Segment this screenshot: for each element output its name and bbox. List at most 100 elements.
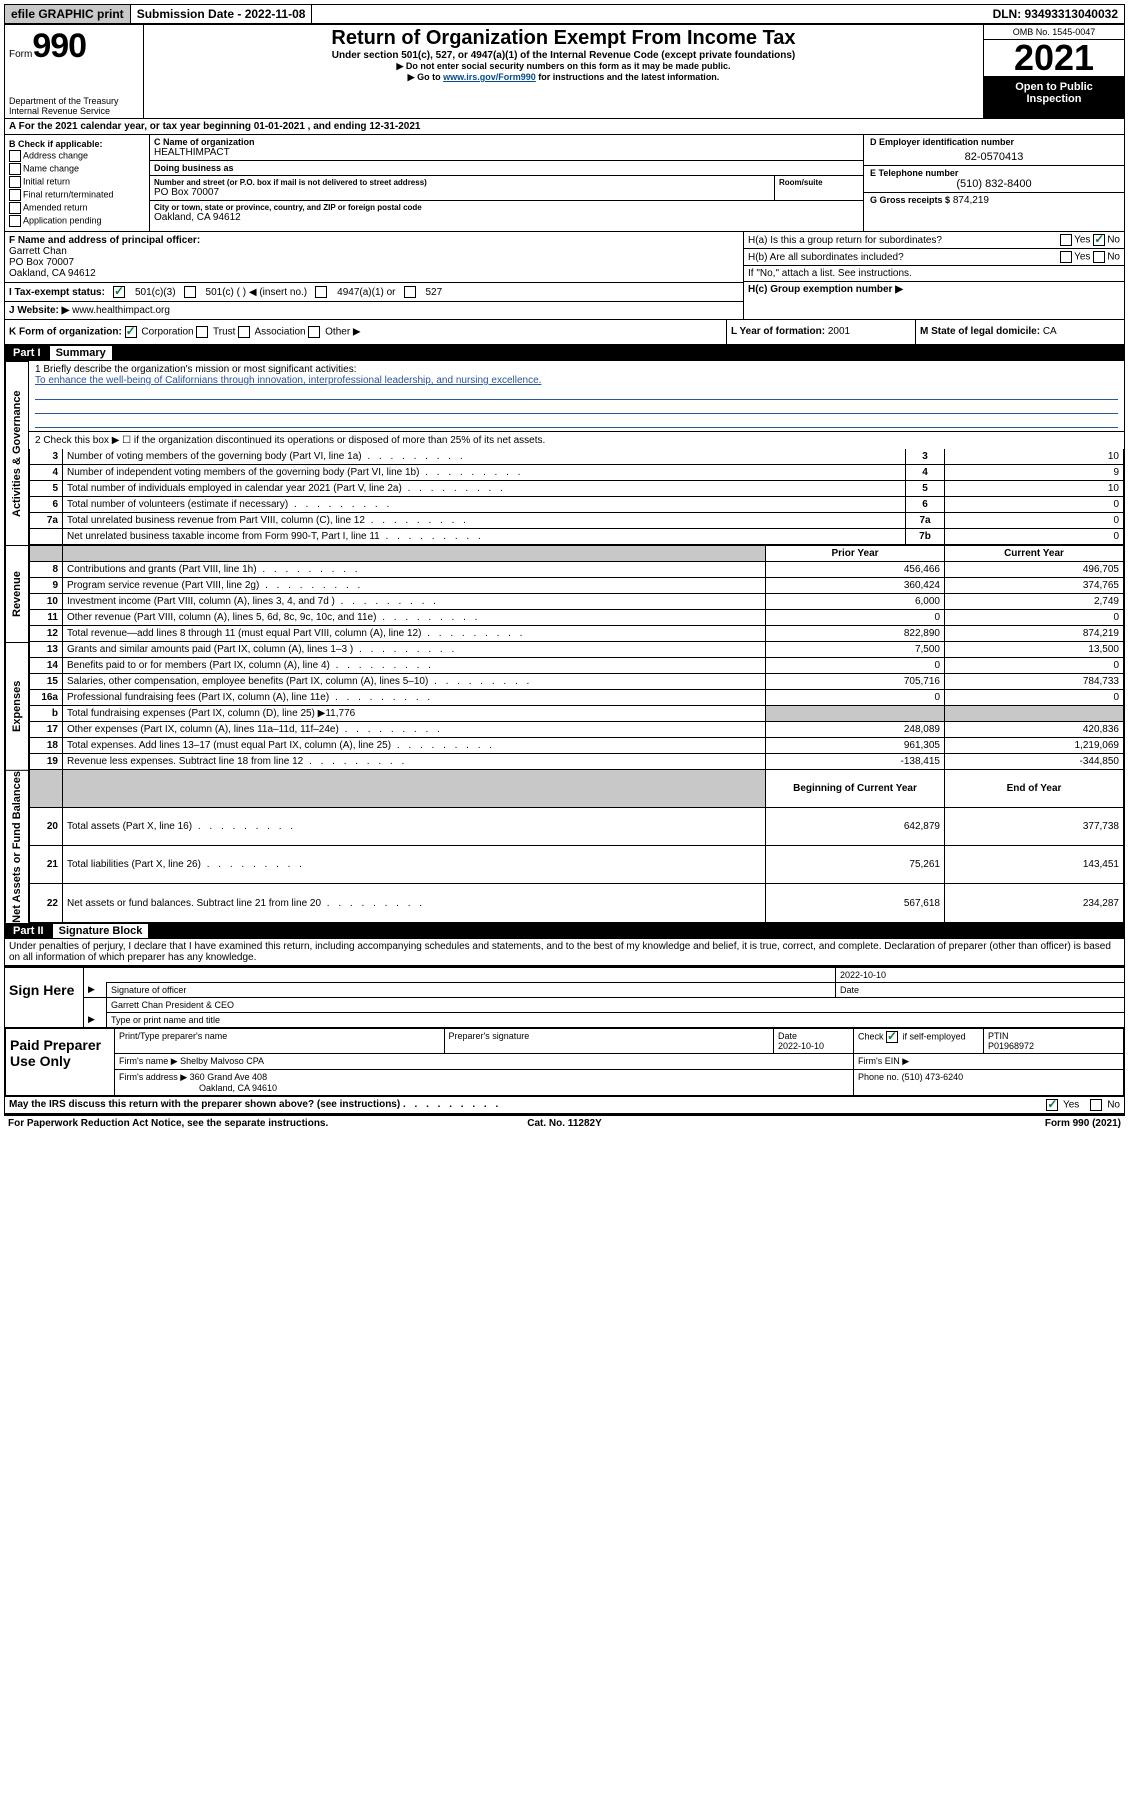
line-desc: Other expenses (Part IX, column (A), lin… <box>63 722 766 738</box>
section-c: C Name of organization HEALTHIMPACT Doin… <box>150 135 864 231</box>
prior-value: -138,415 <box>766 754 945 770</box>
net-assets-section: Net Assets or Fund Balances Beginning of… <box>5 770 1124 923</box>
line-desc: Revenue less expenses. Subtract line 18 … <box>63 754 766 770</box>
checkbox-final-return[interactable] <box>9 189 21 201</box>
prior-value: 642,879 <box>766 807 945 845</box>
checkbox-address-change[interactable] <box>9 150 21 162</box>
section-fhi: F Name and address of principal officer:… <box>5 232 1124 320</box>
current-value: 2,749 <box>945 594 1124 610</box>
signature-block: Sign Here 2022-10-10 ▶ Signature of offi… <box>5 966 1124 1027</box>
addr-value: PO Box 70007 <box>154 187 770 198</box>
box-no: 4 <box>906 465 945 481</box>
line-desc: Net unrelated business taxable income fr… <box>63 529 906 545</box>
table-row: 5Total number of individuals employed in… <box>30 481 1124 497</box>
line-desc: Salaries, other compensation, employee b… <box>63 674 766 690</box>
sec-j-label: J Website: ▶ <box>9 305 69 316</box>
checkbox-hb-no[interactable] <box>1093 251 1105 263</box>
table-row: 15Salaries, other compensation, employee… <box>30 674 1124 690</box>
expenses-section: Expenses 13Grants and similar amounts pa… <box>5 642 1124 770</box>
checkbox-amended[interactable] <box>9 202 21 214</box>
checkbox-initial-return[interactable] <box>9 176 21 188</box>
cb-label: Amended return <box>23 202 88 212</box>
line-no: b <box>30 706 63 722</box>
line-desc: Total expenses. Add lines 13–17 (must eq… <box>63 738 766 754</box>
checkbox-other[interactable] <box>308 326 320 338</box>
gross-value: 874,219 <box>953 195 989 206</box>
irs-link[interactable]: www.irs.gov/Form990 <box>443 72 536 82</box>
pp-check-post: if self-employed <box>903 1031 966 1041</box>
open-public-badge: Open to Public Inspection <box>984 77 1124 118</box>
sec-f-name: Garrett Chan <box>9 246 739 257</box>
line-desc: Contributions and grants (Part VIII, lin… <box>63 562 766 578</box>
checkbox-501c[interactable] <box>184 286 196 298</box>
efile-print-button[interactable]: efile GRAPHIC print <box>5 5 131 23</box>
checkbox-self-employed[interactable] <box>886 1031 898 1043</box>
current-value: 234,287 <box>945 884 1124 922</box>
prior-value: 567,618 <box>766 884 945 922</box>
line-desc: Total fundraising expenses (Part IX, col… <box>63 706 766 722</box>
section-d: D Employer identification number 82-0570… <box>864 135 1124 231</box>
table-row: 19Revenue less expenses. Subtract line 1… <box>30 754 1124 770</box>
checkbox-corp[interactable] <box>125 326 137 338</box>
q1-label: 1 Briefly describe the organization's mi… <box>35 364 1118 375</box>
line-desc: Total revenue—add lines 8 through 11 (mu… <box>63 626 766 642</box>
pp-date: 2022-10-10 <box>778 1041 824 1051</box>
prior-value <box>766 706 945 722</box>
line-no: 13 <box>30 642 63 658</box>
yes-label: Yes <box>1063 1099 1079 1110</box>
paperwork-notice: For Paperwork Reduction Act Notice, see … <box>8 1118 379 1129</box>
no-label: No <box>1107 235 1120 246</box>
checkbox-discuss-no[interactable] <box>1090 1099 1102 1111</box>
city-label: City or town, state or province, country… <box>154 203 859 212</box>
checkbox-501c3[interactable] <box>113 286 125 298</box>
gross-label: G Gross receipts $ <box>870 195 950 205</box>
no-label: No <box>1107 1099 1120 1110</box>
line-desc: Total number of individuals employed in … <box>63 481 906 497</box>
checkbox-assoc[interactable] <box>238 326 250 338</box>
top-toolbar: efile GRAPHIC print Submission Date - 20… <box>4 4 1125 24</box>
checkbox-4947[interactable] <box>315 286 327 298</box>
cb-label: Initial return <box>23 176 70 186</box>
checkbox-name-change[interactable] <box>9 163 21 175</box>
pp-firm-name: Shelby Malvoso CPA <box>180 1056 264 1066</box>
sec-b-header: B Check if applicable: <box>9 139 145 149</box>
table-row: Net unrelated business taxable income fr… <box>30 529 1124 545</box>
city-value: Oakland, CA 94612 <box>154 212 859 223</box>
table-row: 12Total revenue—add lines 8 through 11 (… <box>30 626 1124 642</box>
current-value: 377,738 <box>945 807 1124 845</box>
q2-text: 2 Check this box ▶ ☐ if the organization… <box>29 432 1124 449</box>
sub3-pre: ▶ Go to <box>408 72 443 82</box>
checkbox-hb-yes[interactable] <box>1060 251 1072 263</box>
checkbox-ha-no[interactable] <box>1093 234 1105 246</box>
stub-expenses: Expenses <box>5 642 29 770</box>
checkbox-ha-yes[interactable] <box>1060 234 1072 246</box>
dln-label: DLN: 93493313040032 <box>987 5 1124 23</box>
checkbox-trust[interactable] <box>196 326 208 338</box>
line-value: 10 <box>945 449 1124 465</box>
form-subtitle-2: ▶ Do not enter social security numbers o… <box>148 61 979 72</box>
opt-label: 501(c)(3) <box>135 287 176 298</box>
prior-value: 822,890 <box>766 626 945 642</box>
part2-header: Part II Signature Block <box>5 923 1124 939</box>
current-value: 1,219,069 <box>945 738 1124 754</box>
prior-value: 705,716 <box>766 674 945 690</box>
line-no: 7a <box>30 513 63 529</box>
col-current: Current Year <box>945 546 1124 562</box>
current-value: 143,451 <box>945 846 1124 884</box>
line-no <box>30 529 63 545</box>
line-value: 9 <box>945 465 1124 481</box>
paid-preparer-label: Paid Preparer Use Only <box>6 1029 114 1095</box>
ha-label: H(a) Is this a group return for subordin… <box>748 235 1060 246</box>
checkbox-527[interactable] <box>404 286 416 298</box>
line-no: 11 <box>30 610 63 626</box>
table-row: 10Investment income (Part VIII, column (… <box>30 594 1124 610</box>
sec-f-line2: PO Box 70007 <box>9 257 739 268</box>
type-name-value: Garrett Chan President & CEO <box>106 998 1124 1012</box>
prior-value: 75,261 <box>766 846 945 884</box>
table-row: 11Other revenue (Part VIII, column (A), … <box>30 610 1124 626</box>
checkbox-discuss-yes[interactable] <box>1046 1099 1058 1111</box>
prior-value: 7,500 <box>766 642 945 658</box>
checkbox-app-pending[interactable] <box>9 215 21 227</box>
pp-firm-label: Firm's name ▶ <box>119 1056 178 1066</box>
expenses-table: 13Grants and similar amounts paid (Part … <box>29 642 1124 770</box>
